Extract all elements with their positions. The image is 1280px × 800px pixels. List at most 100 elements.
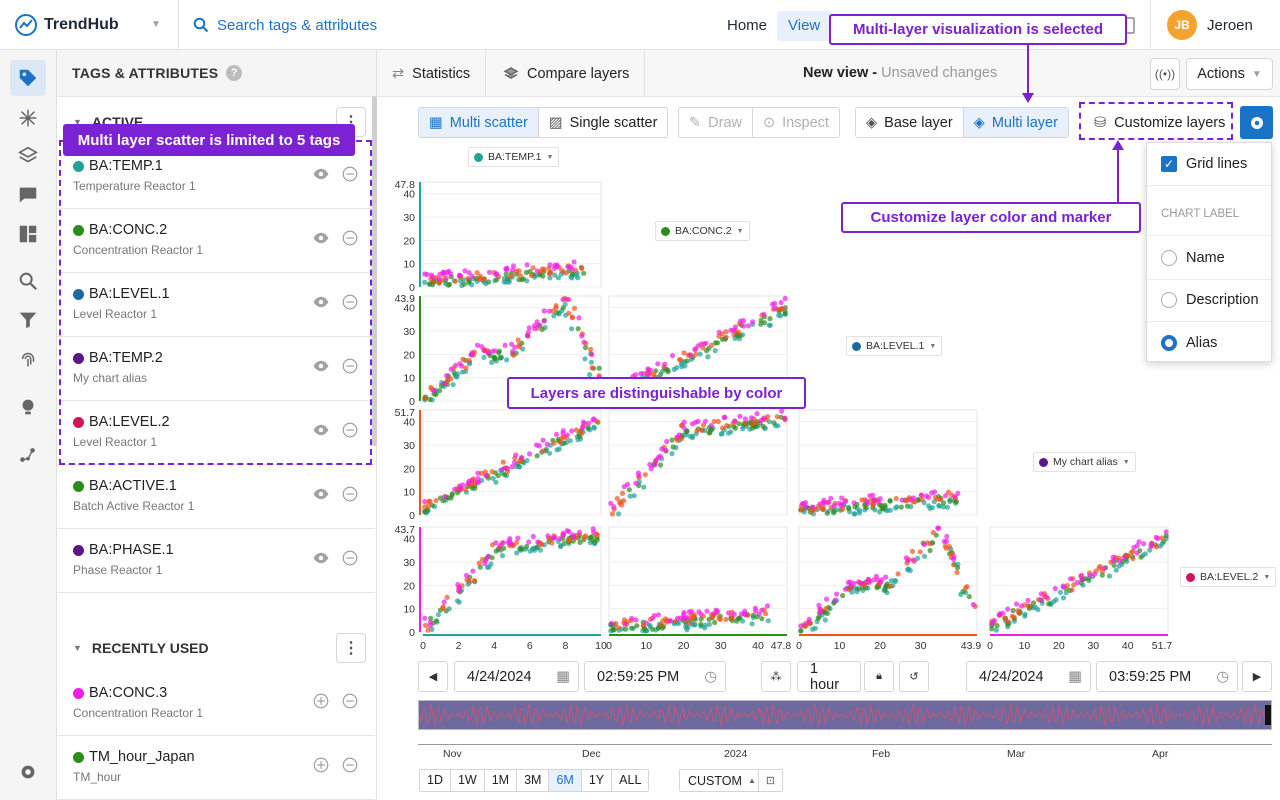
inspect-button[interactable]: ⊙ Inspect xyxy=(753,108,839,137)
next-range-button[interactable]: ▶ xyxy=(1242,661,1272,692)
tag-row[interactable]: BA:ACTIVE.1 Batch Active Reactor 1 xyxy=(57,465,375,529)
multi-scatter-button[interactable]: ▦ Multi scatter xyxy=(419,108,539,137)
eye-icon[interactable] xyxy=(312,165,330,183)
eye-icon[interactable] xyxy=(312,485,330,503)
lightbulb-icon[interactable] xyxy=(10,389,46,425)
statistics-button[interactable]: ⇄ Statistics xyxy=(377,50,487,97)
active-menu-button[interactable]: ⋮ xyxy=(336,107,366,137)
scatter-matrix-chart[interactable]: 40302010047.840302010043.940302010051.74… xyxy=(377,140,1280,660)
eye-icon[interactable] xyxy=(312,357,330,375)
recent-menu-button[interactable]: ⋮ xyxy=(336,633,366,663)
label-option-name[interactable]: Name xyxy=(1147,237,1271,280)
scatter-point xyxy=(1163,529,1169,535)
remove-circle-icon[interactable] xyxy=(341,692,359,710)
nav-home[interactable]: Home xyxy=(727,17,768,34)
tag-label-chip[interactable]: My chart alias ▼ xyxy=(1033,452,1136,472)
remove-circle-icon[interactable] xyxy=(341,549,359,567)
tag-row[interactable]: BA:LEVEL.1 Level Reactor 1 xyxy=(57,273,375,337)
custom-range-select[interactable]: CUSTOM ▲ ⊡ xyxy=(679,769,783,792)
scatter-point xyxy=(512,344,518,350)
multi-layer-button[interactable]: ◈ Multi layer xyxy=(963,108,1068,137)
range-button-1w[interactable]: 1W xyxy=(450,770,485,791)
tag-label-chip[interactable]: BA:LEVEL.2 ▼ xyxy=(1180,567,1277,587)
tag-label-chip[interactable]: BA:CONC.2 ▼ xyxy=(655,221,750,241)
scatter-point xyxy=(1078,572,1085,578)
range-button-1m[interactable]: 1M xyxy=(484,770,518,791)
user-menu[interactable]: JB Jeroen xyxy=(1150,0,1280,50)
graph-icon[interactable] xyxy=(10,437,46,473)
recent-section-header[interactable]: ▼ RECENTLY USED ⋮ xyxy=(57,628,375,668)
search-icon[interactable] xyxy=(10,263,46,299)
remove-circle-icon[interactable] xyxy=(341,229,359,247)
previous-range-button[interactable]: ◀ xyxy=(418,661,448,692)
chart-settings-button[interactable] xyxy=(1240,106,1273,139)
tag-label-chip[interactable]: BA:LEVEL.1 ▼ xyxy=(846,336,943,356)
tag-row[interactable]: BA:TEMP.1 Temperature Reactor 1 xyxy=(57,145,375,209)
range-button-1y[interactable]: 1Y xyxy=(581,770,613,791)
interval-field[interactable]: 1 hour xyxy=(797,661,861,693)
eye-icon[interactable] xyxy=(312,421,330,439)
range-button-all[interactable]: ALL xyxy=(612,770,649,791)
layers-icon[interactable] xyxy=(10,138,46,174)
label-option-description[interactable]: Description xyxy=(1147,279,1271,322)
calendar-range-icon[interactable]: ⊡ xyxy=(758,770,782,791)
start-date-input[interactable]: 4/24/2024 ▦ xyxy=(454,661,579,692)
grid-lines-checkbox[interactable]: ✓ Grid lines xyxy=(1147,143,1271,186)
app-logo[interactable]: TrendHub xyxy=(14,13,119,37)
search-bar[interactable]: Search tags & attributes xyxy=(178,0,718,50)
asset-tree-icon[interactable] xyxy=(10,100,46,136)
customize-layers-button[interactable]: ⛁ Customize layers xyxy=(1086,107,1233,138)
add-circle-icon[interactable] xyxy=(312,692,330,710)
end-time-input[interactable]: 03:59:25 PM ◷ xyxy=(1096,661,1238,692)
range-button-3m[interactable]: 3M xyxy=(517,770,550,791)
remove-circle-icon[interactable] xyxy=(341,756,359,774)
time-overview-navigator[interactable] xyxy=(418,700,1272,730)
live-mode-button[interactable]: ((•)) xyxy=(1150,58,1180,90)
scatter-point xyxy=(927,547,933,554)
help-icon[interactable]: ? xyxy=(226,65,243,81)
comment-icon[interactable] xyxy=(10,177,46,213)
scatter-sample-button[interactable]: ⁂ xyxy=(761,661,791,692)
sidebar-scrollbar[interactable] xyxy=(372,96,377,446)
eye-icon[interactable] xyxy=(312,293,330,311)
scatter-point xyxy=(657,462,664,468)
compare-layers-button[interactable]: Compare layers xyxy=(488,50,646,97)
chevron-down-icon[interactable]: ▼ xyxy=(151,19,161,30)
tag-row[interactable]: BA:CONC.3 Concentration Reactor 1 xyxy=(57,672,375,736)
scatter-point xyxy=(1015,608,1021,614)
nav-view[interactable]: View xyxy=(777,11,832,41)
range-button-6m[interactable]: 6M xyxy=(549,770,582,791)
add-circle-icon[interactable] xyxy=(312,756,330,774)
tag-row[interactable]: BA:TEMP.2 My chart alias xyxy=(57,337,375,401)
draw-button[interactable]: ✎ Draw xyxy=(679,108,753,137)
fingerprint-icon[interactable] xyxy=(10,341,46,377)
remove-circle-icon[interactable] xyxy=(341,293,359,311)
remove-circle-icon[interactable] xyxy=(341,421,359,439)
range-handle[interactable] xyxy=(1265,705,1271,725)
remove-circle-icon[interactable] xyxy=(341,485,359,503)
filter-icon[interactable] xyxy=(10,302,46,338)
remove-circle-icon[interactable] xyxy=(341,165,359,183)
range-button-1d[interactable]: 1D xyxy=(420,770,451,791)
dashboard-icon[interactable] xyxy=(10,216,46,252)
end-date-input[interactable]: 4/24/2024 ▦ xyxy=(966,661,1091,692)
tag-row[interactable]: BA:PHASE.1 Phase Reactor 1 xyxy=(57,529,375,593)
scatter-point xyxy=(912,499,918,505)
tag-row[interactable]: TM_hour_Japan TM_hour xyxy=(57,736,375,800)
eye-icon[interactable] xyxy=(312,229,330,247)
base-layer-button[interactable]: ◈ Base layer xyxy=(856,108,964,137)
actions-button[interactable]: Actions ▼ xyxy=(1186,58,1273,90)
scatter-point xyxy=(552,534,558,540)
scatter-point xyxy=(893,505,899,511)
single-scatter-button[interactable]: ▨ Single scatter xyxy=(539,108,668,137)
tag-row[interactable]: BA:CONC.2 Concentration Reactor 1 xyxy=(57,209,375,273)
eye-icon[interactable] xyxy=(312,549,330,567)
remove-circle-icon[interactable] xyxy=(341,357,359,375)
lock-button[interactable]: 🔒︎ xyxy=(864,661,894,692)
label-option-alias[interactable]: Alias xyxy=(1147,321,1271,364)
tag-label-chip[interactable]: BA:TEMP.1 ▼ xyxy=(468,147,560,167)
start-time-input[interactable]: 02:59:25 PM ◷ xyxy=(584,661,726,692)
settings-gear-icon[interactable] xyxy=(10,754,46,790)
history-button[interactable]: ↺ xyxy=(899,661,929,692)
tag-icon[interactable] xyxy=(10,60,46,96)
